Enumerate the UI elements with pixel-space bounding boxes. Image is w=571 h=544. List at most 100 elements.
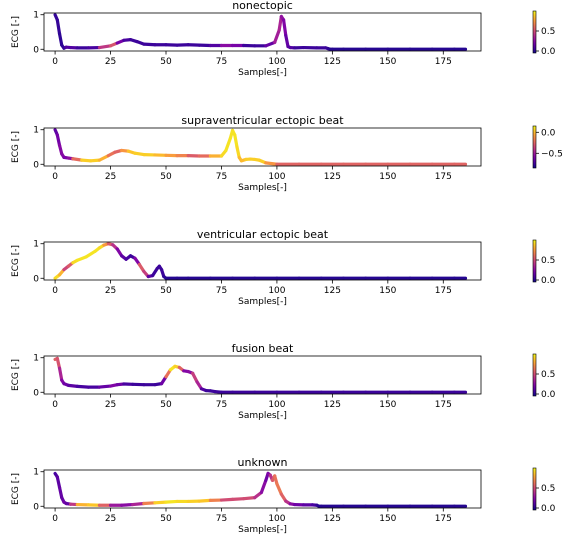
x-tick-label: 75 — [216, 400, 227, 410]
x-tick-label: 0 — [52, 514, 58, 524]
series-segment — [273, 28, 281, 44]
series-segment — [84, 249, 97, 259]
series-segment — [284, 33, 290, 49]
axes-frame — [43, 355, 482, 395]
y-tick-label: 0 — [33, 45, 39, 55]
subplot-title: ventricular ectopic beat — [197, 228, 329, 241]
y-tick-label: 0 — [33, 160, 39, 170]
y-axis-label: ECG [-] — [11, 16, 21, 48]
x-tick-label: 125 — [324, 286, 341, 296]
x-tick-label: 100 — [268, 286, 285, 296]
subplot-3: fusion beat 0 25 50 75 100 125 150 175 0 1 Samples[… — [11, 342, 556, 421]
colorbar-tick-label: 0.5 — [541, 256, 555, 266]
x-tick-label: 25 — [105, 172, 116, 182]
series-segment — [197, 498, 212, 503]
x-tick-label: 50 — [160, 57, 172, 67]
x-tick-label: 0 — [52, 57, 58, 67]
y-tick-label: 0 — [33, 502, 39, 512]
x-tick-label: 0 — [52, 172, 58, 182]
x-tick-label: 175 — [435, 400, 452, 410]
series-segment — [264, 161, 279, 166]
subplot-title: fusion beat — [232, 342, 294, 355]
colorbar — [532, 125, 537, 169]
subplot-title: supraventricular ectopic beat — [181, 114, 344, 127]
series-segment — [131, 501, 146, 507]
y-tick-label: 1 — [33, 240, 39, 250]
x-tick-label: 50 — [160, 514, 172, 524]
x-tick-label: 150 — [379, 57, 396, 67]
x-tick-label: 150 — [379, 400, 396, 410]
colorbar-tick-label: 0.5 — [541, 484, 555, 494]
series-segment — [97, 154, 110, 162]
y-axis-label: ECG [-] — [11, 359, 21, 391]
y-axis-label: ECG [-] — [11, 131, 21, 163]
colorbar — [532, 10, 537, 54]
series-segment — [57, 366, 64, 382]
y-axis-label: ECG [-] — [11, 245, 21, 277]
subplot-2: ventricular ectopic beat 0 25 50 75 100 125 150… — [11, 228, 556, 307]
series-segment — [164, 499, 179, 504]
series-line — [53, 356, 468, 394]
x-tick-label: 175 — [435, 514, 452, 524]
series-segment — [230, 497, 246, 501]
x-axis-label: Samples[-] — [238, 183, 287, 193]
colorbar-tick-label: 0.5 — [541, 370, 555, 380]
x-axis-label: Samples[-] — [238, 68, 287, 78]
x-tick-label: 150 — [379, 514, 396, 524]
y-tick-label: 0 — [33, 274, 39, 284]
subplot-1: supraventricular ectopic beat 0 25 50 75 100 1… — [11, 114, 563, 193]
colorbar — [532, 467, 537, 511]
axes-frame — [43, 241, 482, 281]
x-tick-label: 50 — [160, 400, 172, 410]
series-segment — [97, 384, 113, 389]
x-tick-label: 150 — [379, 172, 396, 182]
colorbar-tick-label: −0.5 — [541, 149, 563, 159]
x-tick-label: 150 — [379, 286, 396, 296]
series-segment — [219, 497, 235, 502]
series-segment — [242, 496, 257, 501]
series-segment — [55, 18, 62, 36]
x-tick-label: 100 — [268, 400, 285, 410]
x-tick-label: 175 — [435, 286, 452, 296]
subplot-4: unknown 0 25 50 75 100 125 150 175 0 1 Samples[-] EC… — [11, 456, 556, 535]
series-line — [53, 242, 468, 280]
x-tick-label: 25 — [105, 400, 116, 410]
x-tick-label: 75 — [216, 514, 227, 524]
series-segment — [224, 136, 232, 153]
x-tick-label: 125 — [324, 172, 341, 182]
subplot-0: nonectopic 0 25 50 75 100 125 150 175 0 1 Samples[-… — [11, 0, 556, 78]
x-tick-label: 175 — [435, 172, 452, 182]
y-tick-label: 1 — [33, 11, 39, 21]
x-tick-label: 25 — [105, 514, 116, 524]
x-tick-label: 0 — [52, 400, 58, 410]
x-tick-label: 75 — [216, 172, 227, 182]
series-segment — [142, 501, 157, 506]
x-tick-label: 100 — [268, 57, 285, 67]
series-segment — [233, 133, 239, 149]
subplot-title: nonectopic — [232, 0, 293, 12]
x-tick-label: 100 — [268, 172, 285, 182]
series-segment — [55, 133, 62, 147]
x-tick-label: 100 — [268, 514, 285, 524]
colorbar — [532, 239, 537, 283]
series-line — [53, 471, 468, 508]
x-tick-label: 125 — [324, 514, 341, 524]
colorbar-tick-label: 0.0 — [541, 276, 556, 286]
series-segment — [281, 18, 288, 38]
axes-frame — [43, 127, 482, 167]
y-tick-label: 0 — [33, 388, 39, 398]
x-tick-label: 25 — [105, 286, 116, 296]
colorbar-tick-label: 0.0 — [541, 128, 556, 138]
x-tick-label: 25 — [105, 57, 116, 67]
series-segment — [55, 356, 62, 370]
x-tick-label: 125 — [324, 400, 341, 410]
series-line — [53, 13, 468, 51]
x-tick-label: 75 — [216, 57, 227, 67]
series-segment — [57, 32, 64, 47]
y-tick-label: 1 — [33, 354, 39, 364]
y-tick-label: 1 — [33, 126, 39, 136]
series-segment — [153, 500, 168, 505]
series-segment — [120, 502, 135, 507]
y-tick-label: 1 — [33, 468, 39, 478]
series-segment — [235, 145, 241, 159]
